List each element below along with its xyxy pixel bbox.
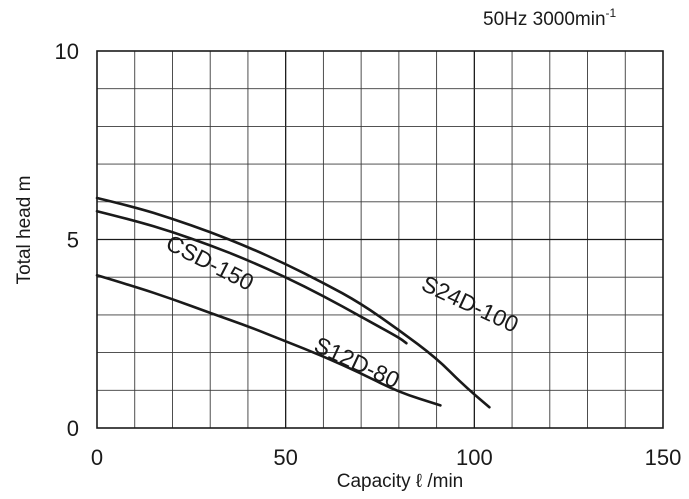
series-label-s24d-100: S24D-100 (418, 270, 523, 337)
y-tick-label: 10 (55, 39, 79, 64)
y-tick-label: 0 (67, 416, 79, 441)
series-label-s12d-80: S12D-80 (310, 331, 403, 393)
grid (97, 51, 663, 428)
x-axis-title: Capacity ℓ /min (337, 471, 464, 492)
x-tick-label: 100 (456, 445, 493, 470)
series-line-csd-150 (95, 209, 408, 345)
series-line-s12d-80 (95, 274, 442, 407)
x-tick-label: 150 (645, 445, 682, 470)
x-tick-label: 50 (273, 445, 297, 470)
series-lines (95, 196, 491, 409)
y-axis-title: Total head m (14, 176, 35, 285)
series-line-s24d-100 (95, 196, 491, 409)
tick-labels: 0 50 100 150 0 5 10 (55, 39, 682, 470)
plot-frame (96, 50, 664, 429)
x-tick-label: 0 (91, 445, 103, 470)
condition-label: 50Hz 3000min-1 (483, 6, 617, 30)
y-tick-label: 5 (67, 228, 79, 253)
